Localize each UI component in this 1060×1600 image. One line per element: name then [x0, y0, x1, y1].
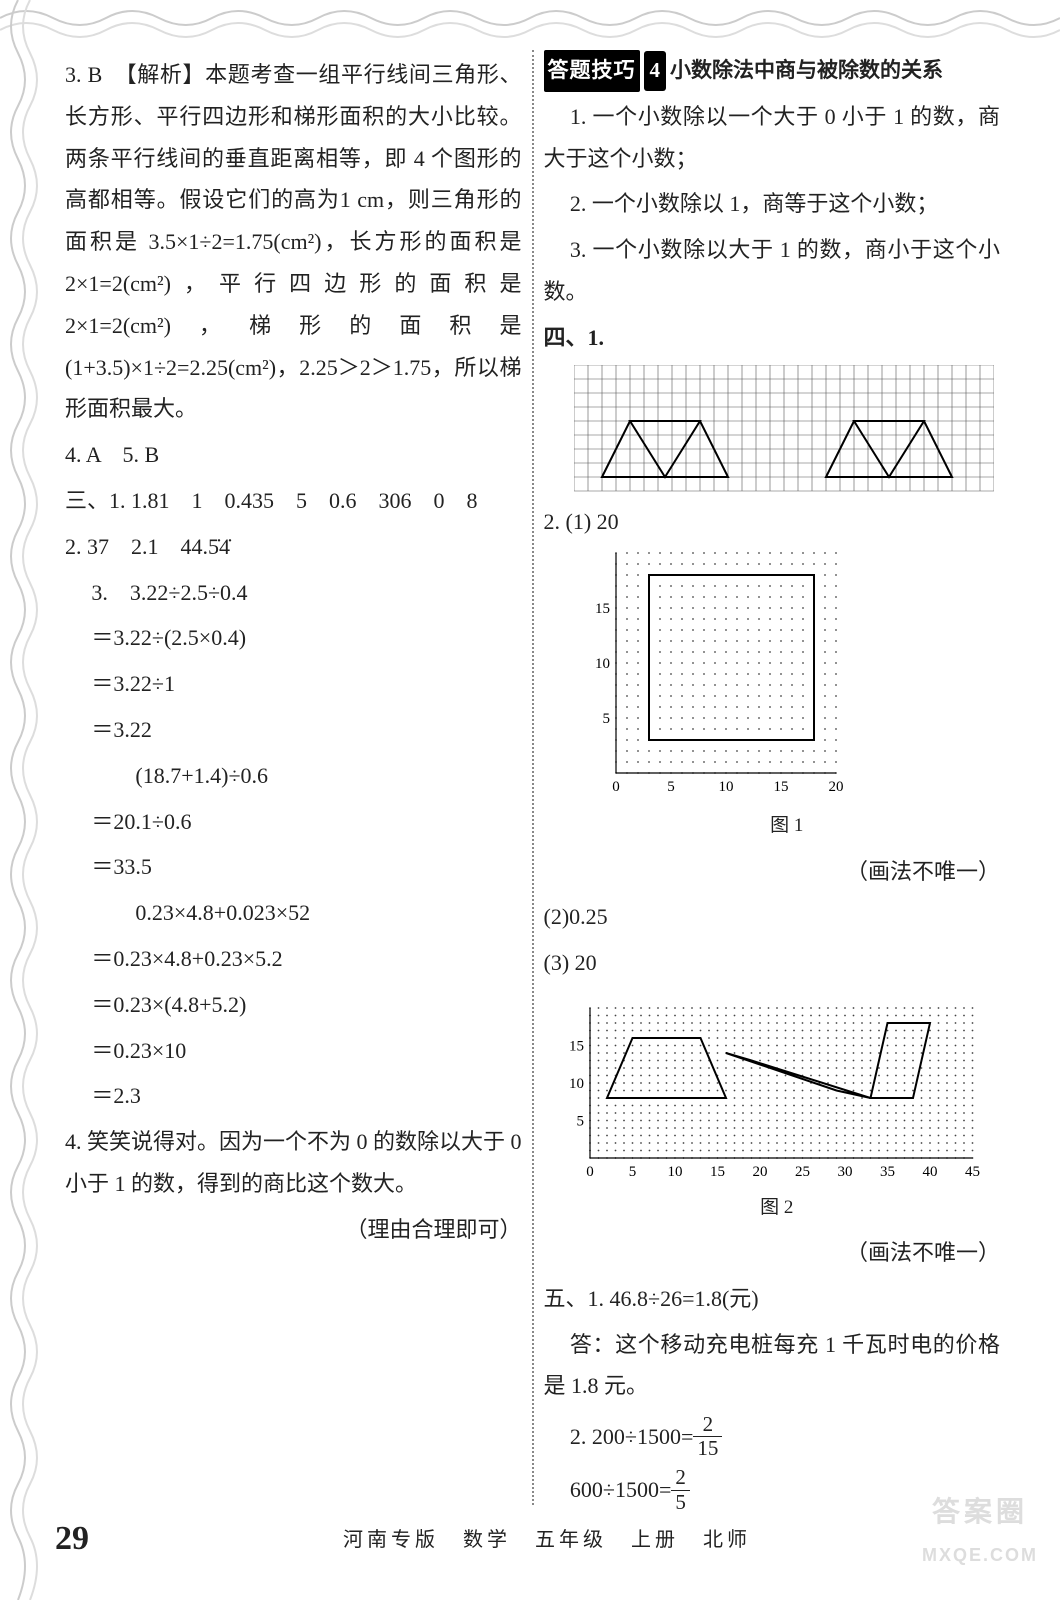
step: ＝0.23×4.8+0.23×5.2 — [91, 938, 521, 980]
step: ＝3.22÷1 — [91, 663, 521, 705]
svg-text:30: 30 — [837, 1164, 852, 1180]
svg-text:10: 10 — [667, 1164, 682, 1180]
step: ＝20.1÷0.6 — [91, 801, 521, 843]
tip-number: 4 — [644, 51, 667, 91]
left-column: 3. B 【解析】本题考查一组平行线间三角形、长方形、平行四边形和梯形面积的大小… — [55, 50, 534, 1505]
svg-text:15: 15 — [710, 1164, 725, 1180]
frac-num: 2 — [671, 1466, 690, 1490]
page-number: 29 — [55, 1507, 89, 1572]
step: ＝33.5 — [91, 846, 521, 888]
math-steps: 3. 3.22÷2.5÷0.4 ＝3.22÷(2.5×0.4) ＝3.22÷1 … — [91, 572, 521, 1118]
note-2: （画法不唯一） — [544, 1232, 1001, 1274]
step: 3. 3.22÷2.5÷0.4 — [91, 572, 521, 614]
section5-q1-eq: 五、1. 46.8÷26=1.8(元) — [544, 1278, 1001, 1320]
section4-q1-head: 四、1. — [544, 317, 1001, 359]
eq-lhs: 2. 200÷1500= — [570, 1416, 693, 1458]
frac-num: 2 — [693, 1413, 722, 1437]
q2-1-label: 2. (1) — [544, 509, 592, 534]
watermark: 答案圈 MXQE.COM — [922, 1485, 1038, 1572]
grid-chart-1 — [574, 365, 1001, 495]
q3-analysis: 3. B 【解析】本题考查一组平行线间三角形、长方形、平行四边形和梯形面积的大小… — [65, 54, 522, 430]
tip-3: 3. 一个小数除以大于 1 的数，商小于这个小数。 — [544, 229, 1001, 313]
step: ＝3.22 — [91, 709, 521, 751]
footer-text: 河南专版 数学 五年级 上册 北师 — [89, 1521, 1005, 1559]
svg-text:35: 35 — [880, 1164, 895, 1180]
chart3-first-ytick: 20 — [575, 950, 597, 975]
section5-q1-ans: 答：这个移动充电桩每充 1 千瓦时电的价格是 1.8 元。 — [544, 1324, 1001, 1408]
frac-den: 15 — [693, 1437, 722, 1460]
section5-q2a: 2. 200÷1500= 2 15 — [570, 1413, 1000, 1460]
step: 0.23×4.8+0.023×52 — [91, 892, 521, 934]
q4-q5-answers: 4. A 5. B — [65, 434, 522, 476]
q2-3-label: (3) — [544, 950, 570, 975]
svg-text:10: 10 — [718, 779, 733, 795]
svg-text:25: 25 — [795, 1164, 810, 1180]
eq-lhs: 600÷1500= — [570, 1469, 671, 1511]
svg-text:0: 0 — [586, 1164, 594, 1180]
svg-text:15: 15 — [595, 601, 610, 617]
svg-text:5: 5 — [602, 711, 610, 727]
dot-chart-3: 0 5 10 15 20 25 30 35 40 45 5 10 15 图 2 — [554, 990, 1001, 1226]
svg-text:40: 40 — [922, 1164, 937, 1180]
svg-text:5: 5 — [667, 779, 675, 795]
svg-text:10: 10 — [569, 1076, 584, 1092]
reason-note: （理由合理即可） — [65, 1209, 522, 1251]
svg-text:10: 10 — [595, 656, 610, 672]
chart3-caption: 图 2 — [554, 1190, 1001, 1226]
step: ＝3.22÷(2.5×0.4) — [91, 617, 521, 659]
fraction: 2 15 — [693, 1413, 722, 1460]
section3-q1: 三、1. 1.81 1 0.435 5 0.6 306 0 8 — [65, 480, 522, 522]
svg-text:15: 15 — [773, 779, 788, 795]
step: (18.7+1.4)÷0.6 — [91, 755, 521, 797]
section2-q2: (2)0.25 — [544, 896, 1001, 938]
section2-q3-head: (3) 20 — [544, 942, 1001, 984]
right-column: 答题技巧 4 小数除法中商与被除数的关系 1. 一个小数除以一个大于 0 小于 … — [534, 50, 1011, 1505]
tip-1: 1. 一个小数除以一个大于 0 小于 1 的数，商大于这个小数； — [544, 96, 1001, 180]
svg-text:5: 5 — [628, 1164, 636, 1180]
chart2-caption: 图 1 — [574, 808, 1001, 844]
chart2-first-ytick: 20 — [597, 509, 619, 534]
tip-header: 答题技巧 4 小数除法中商与被除数的关系 — [544, 50, 1001, 92]
section3-q2: 2. 37 2.1 44.5̇4̇ — [65, 526, 522, 568]
svg-text:15: 15 — [569, 1038, 584, 1054]
svg-text:20: 20 — [752, 1164, 767, 1180]
svg-text:45: 45 — [965, 1164, 980, 1180]
svg-text:0: 0 — [612, 779, 620, 795]
watermark-top: 答案圈 — [922, 1485, 1038, 1538]
tip-label: 答题技巧 — [544, 50, 640, 92]
note-1: （画法不唯一） — [544, 851, 1001, 893]
step: ＝2.3 — [91, 1075, 521, 1117]
watermark-bottom: MXQE.COM — [922, 1538, 1038, 1572]
step: ＝0.23×(4.8+5.2) — [91, 984, 521, 1026]
step: ＝0.23×10 — [91, 1030, 521, 1072]
section2-q1-head: 2. (1) 20 — [544, 501, 1001, 543]
tip-2: 2. 一个小数除以 1，商等于这个小数； — [544, 183, 1001, 225]
tip-title: 小数除法中商与被除数的关系 — [670, 51, 943, 91]
svg-text:5: 5 — [576, 1113, 584, 1129]
q4-explain: 4. 笑笑说得对。因为一个不为 0 的数除以大于 0 小于 1 的数，得到的商比… — [65, 1121, 522, 1205]
page-footer: 29 河南专版 数学 五年级 上册 北师 — [55, 1507, 1005, 1572]
svg-text:20: 20 — [828, 779, 843, 795]
dot-chart-2: 0 5 10 15 20 5 10 15 图 1 — [574, 548, 1001, 844]
